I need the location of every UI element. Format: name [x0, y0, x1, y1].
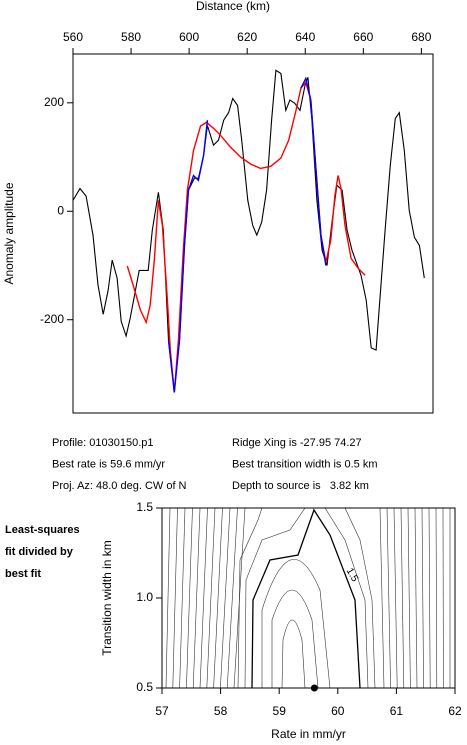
profile-info: Profile: 01030150.p1 — [52, 437, 154, 449]
x-tick-label: 640 — [295, 30, 315, 44]
profile-info: Best transition width is 0.5 km — [232, 458, 378, 470]
contour-line — [324, 507, 369, 689]
panel-note: Least-squares — [5, 524, 80, 536]
contour-line — [400, 507, 405, 689]
y-tick-label: 0 — [57, 203, 64, 217]
contour-line — [199, 507, 208, 689]
x-tick-label: 560 — [63, 30, 83, 44]
contour-line — [233, 507, 246, 689]
contour-line — [220, 507, 231, 689]
contour-line — [435, 507, 438, 689]
contour-line — [261, 559, 331, 689]
profile-info: Proj. Az: 48.0 deg. CW of N — [52, 480, 187, 492]
contour-line — [179, 507, 186, 689]
y-axis-label: Transition width in km — [100, 540, 114, 656]
axis-title: Distance (km) — [196, 0, 270, 13]
profile-info: Best rate is 59.6 mm/yr — [52, 458, 165, 470]
x-tick-label: 57 — [155, 704, 169, 718]
contour-line — [428, 507, 431, 689]
contour-line — [386, 507, 391, 689]
contour-line — [165, 507, 171, 689]
contour-line — [281, 619, 306, 689]
contour-line — [213, 507, 223, 689]
y-tick-label: -200 — [40, 312, 64, 326]
profile-info: Depth to source is 3.82 km — [232, 480, 369, 492]
contour-line — [414, 507, 418, 689]
contour-line — [244, 507, 306, 689]
contour-lines — [165, 507, 451, 689]
x-tick-label: 620 — [237, 30, 257, 44]
x-tick-label: 660 — [353, 30, 373, 44]
x-tick-label: 62 — [448, 704, 462, 718]
data-line — [167, 76, 327, 393]
contour-line — [186, 507, 193, 689]
best-fit-point — [310, 684, 318, 692]
contour-line — [421, 507, 424, 689]
plot-frame — [72, 53, 434, 414]
panel-note: best fit — [5, 568, 41, 580]
panel-note: fit divided by — [5, 546, 74, 558]
contour-line — [407, 507, 411, 689]
y-tick-label: 1.0 — [136, 590, 153, 604]
data-line — [126, 80, 366, 393]
contour-label: 1.5 — [344, 566, 361, 584]
y-tick-label: 0.5 — [136, 680, 153, 694]
contour-line — [192, 507, 201, 689]
plot-frame — [161, 507, 456, 689]
x-tick-label: 61 — [390, 704, 404, 718]
x-tick-label: 59 — [273, 704, 287, 718]
profile-info: Ridge Xing is -27.95 74.27 — [232, 437, 362, 449]
contour-line — [393, 507, 398, 689]
x-tick-label: 580 — [121, 30, 141, 44]
y-tick-label: 200 — [44, 95, 64, 109]
contour-line — [344, 507, 376, 689]
x-tick-label: 60 — [331, 704, 345, 718]
contour-line — [379, 507, 385, 689]
contour-line — [206, 507, 216, 689]
contour-line — [172, 507, 178, 689]
x-tick-label: 58 — [214, 704, 228, 718]
contour-line — [237, 507, 263, 689]
y-axis-label: Anomaly amplitude — [2, 182, 16, 284]
contour-line — [271, 589, 319, 689]
x-axis-label: Rate in mm/yr — [271, 727, 346, 741]
contour-line — [226, 507, 238, 689]
y-tick-label: 1.5 — [136, 500, 153, 514]
data-line — [72, 69, 425, 391]
contour-line-labelled — [251, 508, 361, 689]
x-tick-label: 600 — [179, 30, 199, 44]
x-tick-label: 680 — [411, 30, 431, 44]
